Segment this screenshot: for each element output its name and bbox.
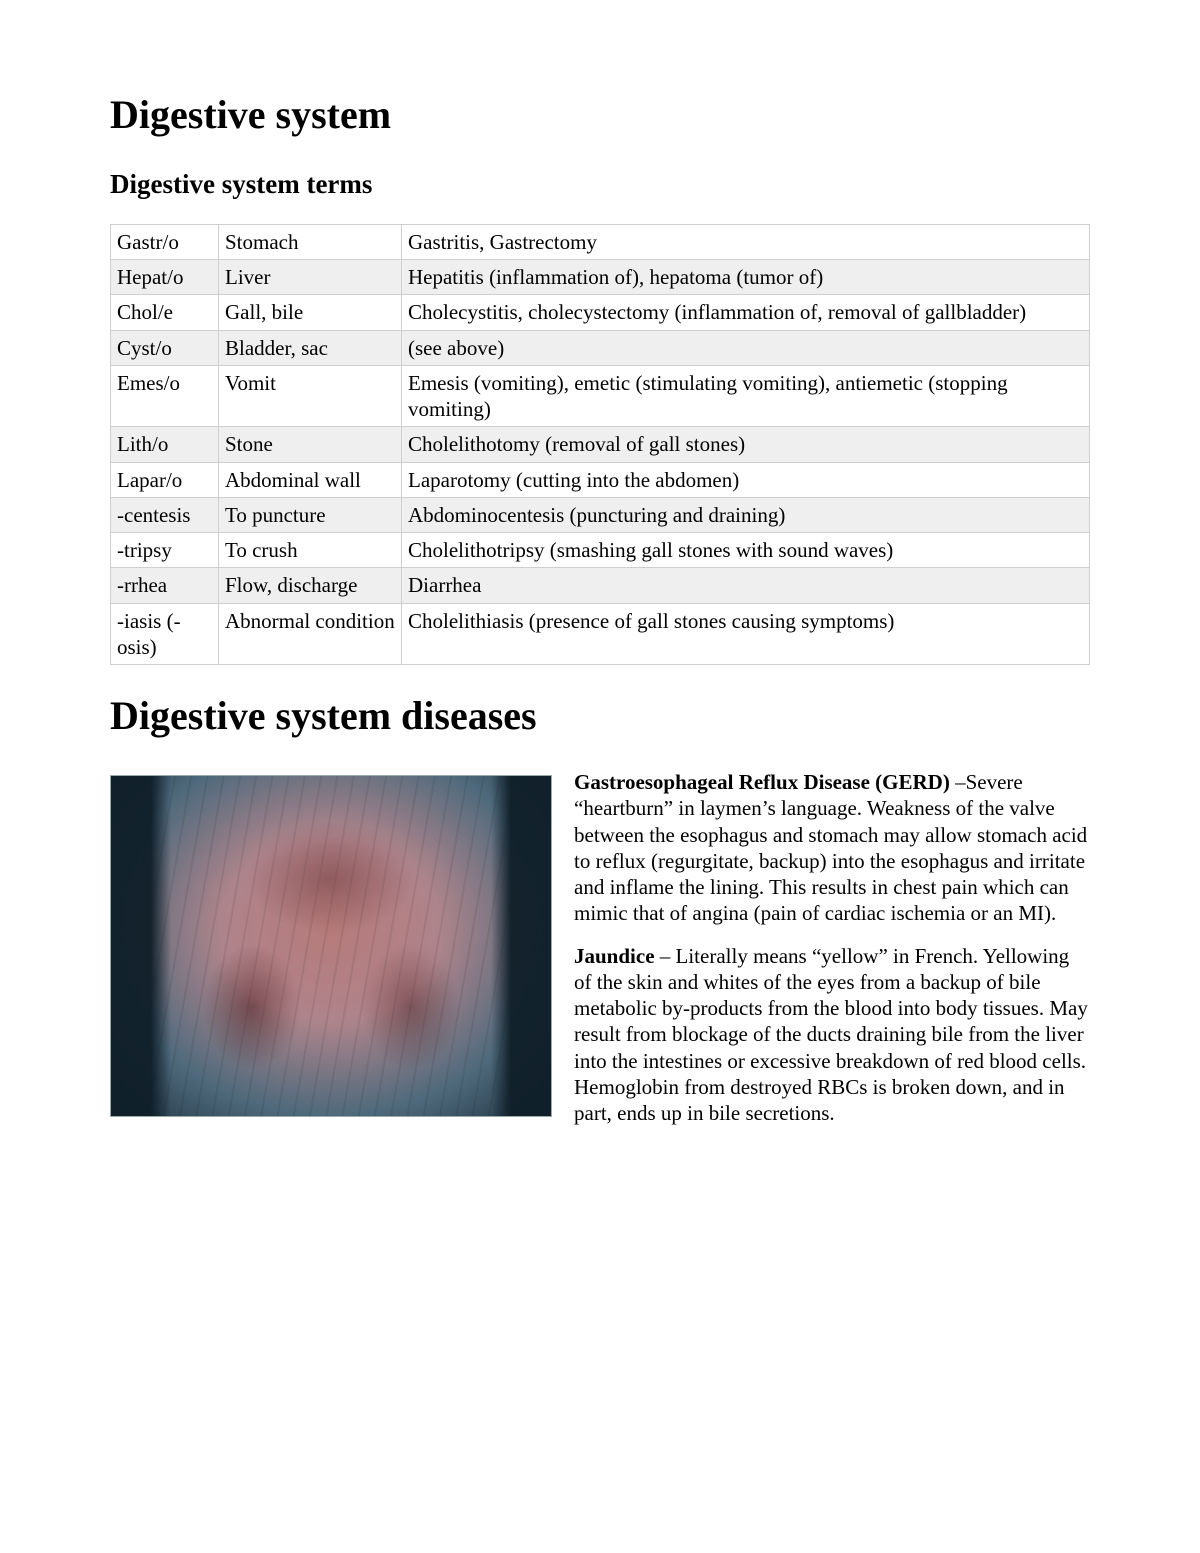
term-meaning: Liver <box>219 260 402 295</box>
table-row: Emes/oVomitEmesis (vomiting), emetic (st… <box>111 365 1090 427</box>
terms-heading: Digestive system terms <box>110 168 1090 202</box>
page-title: Digestive system <box>110 90 1090 140</box>
term-meaning: Stone <box>219 427 402 462</box>
table-row: -iasis (-osis)Abnormal conditionCholelit… <box>111 603 1090 665</box>
table-row: Chol/eGall, bileCholecystitis, cholecyst… <box>111 295 1090 330</box>
term-root: -tripsy <box>111 533 219 568</box>
term-examples: Hepatitis (inflammation of), hepatoma (t… <box>402 260 1090 295</box>
term-examples: Cholelithiasis (presence of gall stones … <box>402 603 1090 665</box>
table-row: Lith/oStoneCholelithotomy (removal of ga… <box>111 427 1090 462</box>
term-meaning: Abdominal wall <box>219 462 402 497</box>
term-examples: Diarrhea <box>402 568 1090 603</box>
term-examples: Cholecystitis, cholecystectomy (inflamma… <box>402 295 1090 330</box>
disease-sep: – <box>655 944 676 968</box>
term-examples: Abdominocentesis (puncturing and drainin… <box>402 497 1090 532</box>
term-meaning: To crush <box>219 533 402 568</box>
table-row: -centesisTo punctureAbdominocentesis (pu… <box>111 497 1090 532</box>
term-root: Cyst/o <box>111 330 219 365</box>
table-row: Hepat/oLiverHepatitis (inflammation of),… <box>111 260 1090 295</box>
term-meaning: Flow, discharge <box>219 568 402 603</box>
terms-table: Gastr/oStomachGastritis, GastrectomyHepa… <box>110 224 1090 665</box>
term-root: -centesis <box>111 497 219 532</box>
torso-anatomy-image <box>110 775 552 1117</box>
term-meaning: Bladder, sac <box>219 330 402 365</box>
disease-name: Jaundice <box>574 944 655 968</box>
term-examples: Gastritis, Gastrectomy <box>402 224 1090 259</box>
table-row: Gastr/oStomachGastritis, Gastrectomy <box>111 224 1090 259</box>
term-examples: Cholelithotripsy (smashing gall stones w… <box>402 533 1090 568</box>
table-row: Cyst/oBladder, sac(see above) <box>111 330 1090 365</box>
term-meaning: Stomach <box>219 224 402 259</box>
disease-name: Gastroesophageal Reflux Disease (GERD) <box>574 770 950 794</box>
diseases-section: Gastroesophageal Reflux Disease (GERD) –… <box>110 769 1090 1142</box>
table-row: Lapar/oAbdominal wallLaparotomy (cutting… <box>111 462 1090 497</box>
term-examples: (see above) <box>402 330 1090 365</box>
disease-text: Literally means “yellow” in French. Yell… <box>574 944 1088 1126</box>
term-root: -rrhea <box>111 568 219 603</box>
term-root: -iasis (-osis) <box>111 603 219 665</box>
diseases-heading: Digestive system diseases <box>110 691 1090 741</box>
term-meaning: Vomit <box>219 365 402 427</box>
table-row: -rrheaFlow, dischargeDiarrhea <box>111 568 1090 603</box>
term-examples: Cholelithotomy (removal of gall stones) <box>402 427 1090 462</box>
disease-sep: – <box>950 770 966 794</box>
term-examples: Emesis (vomiting), emetic (stimulating v… <box>402 365 1090 427</box>
term-meaning: To puncture <box>219 497 402 532</box>
term-root: Chol/e <box>111 295 219 330</box>
term-root: Lapar/o <box>111 462 219 497</box>
term-examples: Laparotomy (cutting into the abdomen) <box>402 462 1090 497</box>
term-root: Lith/o <box>111 427 219 462</box>
term-meaning: Gall, bile <box>219 295 402 330</box>
term-root: Gastr/o <box>111 224 219 259</box>
term-root: Hepat/o <box>111 260 219 295</box>
term-root: Emes/o <box>111 365 219 427</box>
term-meaning: Abnormal condition <box>219 603 402 665</box>
table-row: -tripsyTo crushCholelithotripsy (smashin… <box>111 533 1090 568</box>
